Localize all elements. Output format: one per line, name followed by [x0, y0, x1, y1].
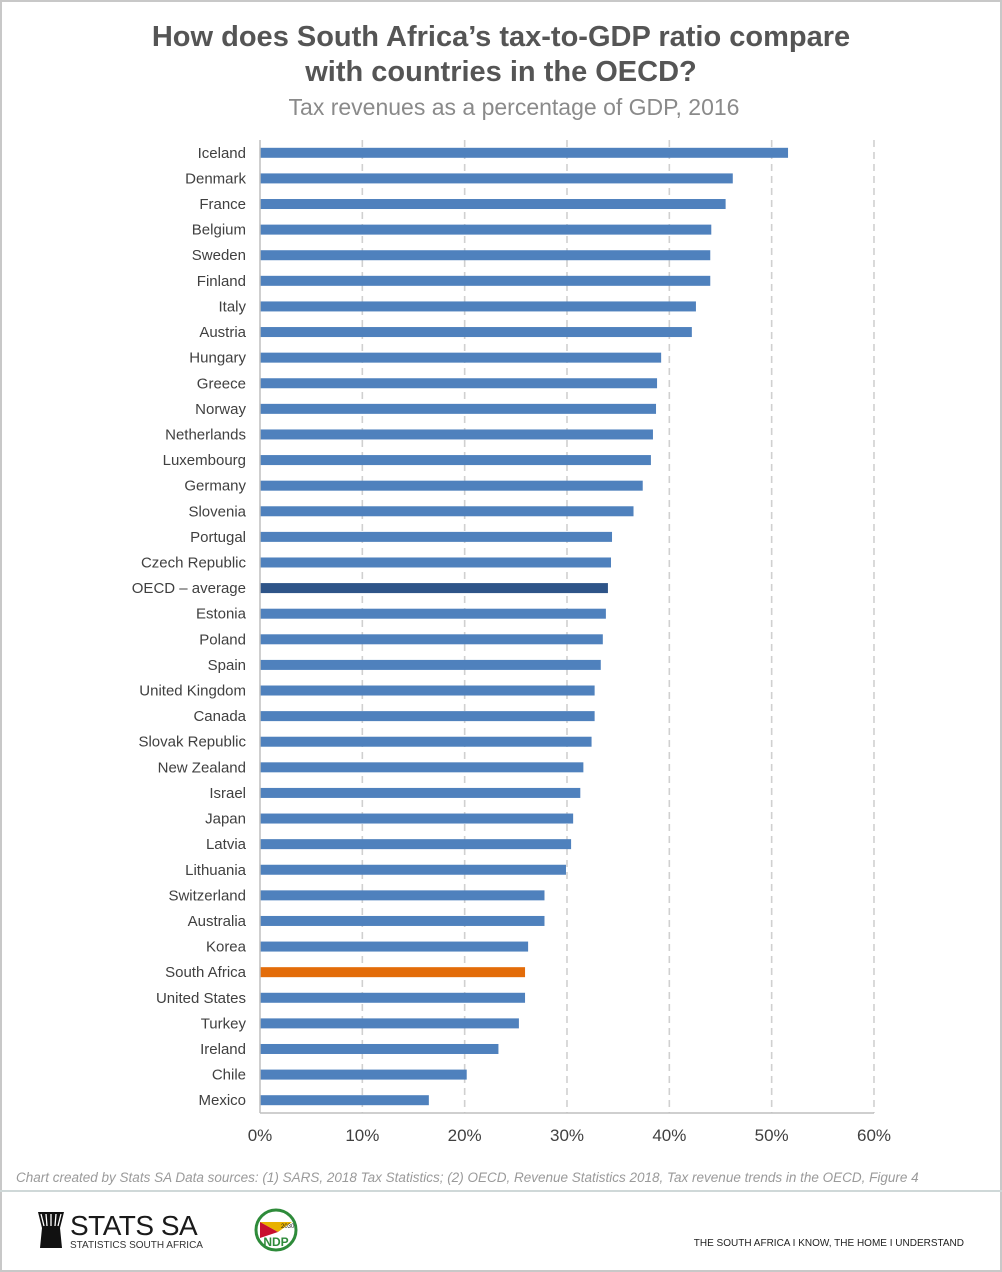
x-tick-label-1: 10% [345, 1126, 379, 1145]
category-label-sweden: Sweden [192, 247, 246, 264]
category-label-germany: Germany [184, 478, 246, 495]
bar-mexico [260, 1095, 429, 1106]
bar-denmark [260, 173, 733, 184]
category-label-ireland: Ireland [200, 1041, 246, 1058]
bar-lithuania [260, 864, 566, 875]
bar-estonia [260, 608, 606, 619]
category-label-lithuania: Lithuania [185, 862, 247, 879]
bar-finland [260, 275, 711, 286]
bar-luxembourg [260, 455, 651, 466]
bar-switzerland [260, 890, 545, 901]
bar-canada [260, 711, 595, 722]
bar-portugal [260, 531, 613, 542]
chart-title-line-2: with countries in the OECD? [305, 56, 697, 88]
category-label-finland: Finland [197, 273, 246, 290]
category-label-estonia: Estonia [196, 606, 247, 623]
footer-divider [0, 1190, 1002, 1192]
bar-oecd-average [260, 583, 608, 594]
category-label-slovak-republic: Slovak Republic [138, 734, 246, 751]
bar-slovak-republic [260, 736, 592, 747]
category-label-poland: Poland [199, 631, 246, 648]
chart-title: How does South Africa’s tax-to-GDP ratio… [0, 20, 1002, 90]
category-label-united-states: United States [156, 990, 246, 1007]
stats-sa-logo: STATS SA STATISTICS SOUTH AFRICA [36, 1208, 236, 1258]
logo-name: STATS SA [70, 1210, 198, 1241]
bar-sweden [260, 250, 711, 261]
category-label-mexico: Mexico [198, 1092, 246, 1109]
bar-united-states [260, 992, 526, 1003]
category-label-portugal: Portugal [190, 529, 246, 546]
category-label-norway: Norway [195, 401, 246, 418]
bar-south-africa [260, 967, 526, 978]
category-label-france: France [199, 196, 246, 213]
bar-norway [260, 403, 657, 414]
bar-belgium [260, 224, 712, 235]
bar-chile [260, 1069, 467, 1080]
category-label-new-zealand: New Zealand [158, 759, 246, 776]
bar-iceland [260, 147, 789, 158]
category-label-spain: Spain [208, 657, 246, 674]
bar-chart: Iceland Denmark France Belgium Sweden Finland… [132, 140, 891, 1145]
ndp-year: 2030 [281, 1224, 295, 1230]
category-label-japan: Japan [205, 811, 246, 828]
category-label-czech-republic: Czech Republic [141, 554, 247, 571]
category-label-latvia: Latvia [206, 836, 247, 853]
bar-japan [260, 813, 574, 824]
bar-slovenia [260, 506, 634, 517]
category-label-hungary: Hungary [189, 350, 246, 367]
bar-france [260, 199, 726, 210]
category-label-slovenia: Slovenia [188, 503, 246, 520]
x-tick-label-4: 40% [652, 1126, 686, 1145]
category-label-belgium: Belgium [192, 222, 246, 239]
ndp-2030-logo: 2030 NDP [254, 1208, 298, 1252]
bar-greece [260, 378, 658, 389]
bar-ireland [260, 1043, 499, 1054]
x-tick-label-5: 50% [755, 1126, 789, 1145]
bar-poland [260, 634, 603, 645]
source-note: Chart created by Stats SA Data sources: … [16, 1170, 919, 1185]
category-label-korea: Korea [206, 939, 247, 956]
x-tick-label-2: 20% [448, 1126, 482, 1145]
bar-latvia [260, 839, 572, 850]
category-label-denmark: Denmark [185, 170, 246, 187]
x-tick-label-3: 30% [550, 1126, 584, 1145]
logo-subtitle: STATISTICS SOUTH AFRICA [70, 1240, 203, 1251]
category-label-oecd-average: OECD – average [132, 580, 246, 597]
tagline: THE SOUTH AFRICA I KNOW, THE HOME I UNDE… [693, 1238, 964, 1249]
category-label-italy: Italy [218, 298, 246, 315]
bar-united-kingdom [260, 685, 595, 696]
drum-icon [38, 1212, 64, 1248]
category-label-iceland: Iceland [198, 145, 246, 162]
bar-new-zealand [260, 762, 584, 773]
bar-korea [260, 941, 529, 952]
category-label-greece: Greece [197, 375, 246, 392]
bar-israel [260, 787, 581, 798]
bar-austria [260, 327, 692, 338]
bar-germany [260, 480, 643, 491]
chart-subtitle: Tax revenues as a percentage of GDP, 201… [288, 94, 740, 120]
category-label-netherlands: Netherlands [165, 426, 246, 443]
bar-turkey [260, 1018, 519, 1029]
category-label-israel: Israel [209, 785, 246, 802]
category-label-south-africa: South Africa [165, 964, 247, 981]
bar-australia [260, 915, 545, 926]
category-label-switzerland: Switzerland [168, 887, 246, 904]
x-tick-label-6: 60% [857, 1126, 891, 1145]
chart-title-line-1: How does South Africa’s tax-to-GDP ratio… [151, 21, 851, 53]
bar-spain [260, 659, 601, 670]
bar-czech-republic [260, 557, 612, 568]
category-label-luxembourg: Luxembourg [163, 452, 246, 469]
category-label-canada: Canada [193, 708, 246, 725]
category-label-chile: Chile [212, 1067, 246, 1084]
category-label-united-kingdom: United Kingdom [139, 683, 246, 700]
bar-hungary [260, 352, 662, 363]
x-tick-label-0: 0% [248, 1126, 273, 1145]
category-label-turkey: Turkey [201, 1015, 247, 1032]
category-label-austria: Austria [199, 324, 246, 341]
bar-netherlands [260, 429, 653, 440]
ndp-text: NDP [263, 1235, 288, 1249]
category-label-australia: Australia [188, 913, 247, 930]
bar-italy [260, 301, 696, 312]
